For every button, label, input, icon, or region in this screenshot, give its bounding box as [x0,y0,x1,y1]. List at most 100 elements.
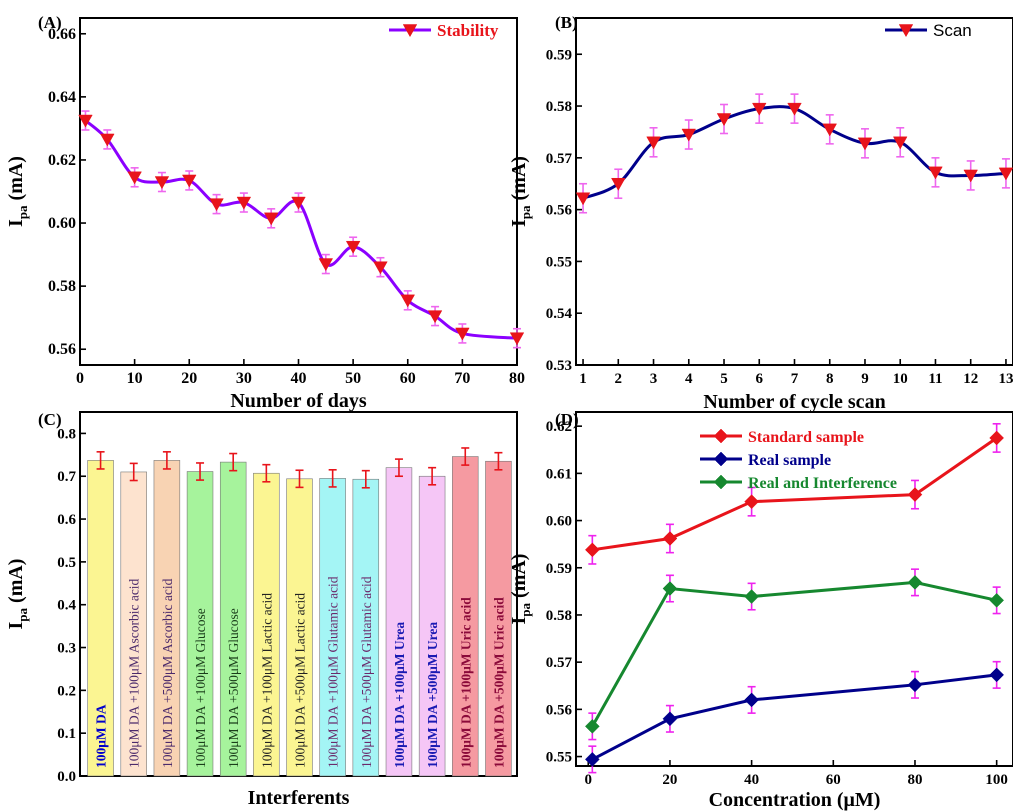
bar [153,460,181,777]
data-point [455,327,470,341]
y-tick-label: 0.56 [546,702,573,718]
x-axis-label: Concentration (μM) [709,789,881,811]
y-tick-label: 0.6 [57,512,76,528]
data-point [822,123,837,137]
bar-label: 100μM DA +100μM Glutamic acid [326,576,341,768]
y-tick-label: 0.59 [546,47,572,63]
data-point [907,677,923,693]
x-tick-label: 20 [662,772,677,788]
legend-label: Real and Interference [748,475,897,492]
bar-label: 100μM DA +500μM Glucose [226,608,241,768]
data-point [752,102,767,116]
legend-marker [898,24,914,38]
data-point [209,198,224,212]
x-tick-label: 10 [127,370,143,387]
data-point [182,174,197,188]
plot-frame [575,411,1013,767]
panel-label: (C) [38,410,62,429]
data-point [963,169,978,183]
x-tick-label: 40 [744,772,759,788]
data-point [127,171,142,185]
data-point [154,176,170,190]
bar [186,471,214,777]
data-point [857,137,873,151]
x-axis-label: Interferents [248,787,350,809]
y-tick-label: 0.0 [57,769,76,785]
y-tick-label: 0.4 [57,598,76,614]
y-tick-label: 0.7 [57,469,76,485]
data-point [345,240,361,254]
bar-label: 100μM DA +500μM Glutamic acid [359,576,374,768]
x-tick-label: 50 [345,370,361,387]
data-point [787,102,802,116]
bar-label: 100μM DA +100μM Lactic acid [259,593,274,768]
y-axis-label: Ipa (mA) [508,156,533,227]
y-axis-label: Ipa (mA) [508,554,533,625]
x-tick-label: 40 [291,370,307,387]
x-tick-label: 0 [585,772,593,788]
y-tick-label: 0.57 [546,151,573,167]
y-tick-label: 0.54 [546,306,573,322]
legend-label: Stability [437,21,499,40]
y-tick-label: 0.60 [546,514,572,530]
data-point [716,113,732,127]
y-tick-label: 0.58 [546,608,572,624]
y-tick-label: 0.66 [48,26,76,43]
panel-label: (B) [555,13,578,32]
y-tick-label: 0.62 [48,152,76,169]
data-point [236,196,252,210]
y-tick-label: 0.2 [57,683,76,699]
panel-d: 0.55 0.56 0.57 0.58 0.59 0.60 0.61 0.62 0 20 40 60 8… [508,410,1013,811]
y-tick-label: 0.64 [48,89,76,106]
series-line [591,580,997,728]
legend-marker [713,428,729,444]
bar-label: 100μM DA +500μM Lactic acid [293,593,308,768]
bar-label: 100μM DA +100μM Urea [392,622,407,768]
bar-label: 100μM DA +100μM Ascorbic acid [127,578,142,768]
data-point [928,166,943,180]
x-tick-label: 6 [756,371,764,387]
legend-marker [713,451,729,467]
bar-label: 100μM DA +500μM Uric acid [491,597,506,768]
series-line [84,119,518,340]
y-tick-label: 0.62 [546,419,572,435]
bar-label: 100μM DA +500μM Urea [425,622,440,768]
x-tick-label: 8 [826,371,834,387]
x-tick-label: 3 [650,371,658,387]
bar [120,471,147,777]
data-point [662,581,678,596]
bar-label: 100μM DA +100μM Glucose [193,608,208,768]
bar-label: 100μM DA +500μM Ascorbic acid [160,578,175,768]
data-point [575,192,591,206]
x-tick-label: 0 [76,370,84,387]
panel-label: (A) [38,13,62,32]
y-tick-label: 0.61 [546,466,572,482]
data-point [611,177,626,191]
y-tick-label: 0.60 [48,215,76,232]
data-point [998,167,1013,181]
data-point [989,667,1005,683]
data-point [100,133,115,147]
x-tick-label: 70 [454,370,470,387]
y-axis-label: Ipa (mA) [5,156,30,227]
legend-label: Standard sample [748,429,864,446]
data-point [291,196,306,210]
x-tick-label: 4 [685,371,693,387]
y-tick-label: 0.56 [48,341,76,358]
series-line [591,673,997,761]
bar [418,475,446,777]
x-tick-label: 1 [579,371,587,387]
data-point [427,310,443,324]
x-tick-label: 20 [181,370,197,387]
x-axis-label: Number of cycle scan [703,391,885,413]
data-point [681,128,697,142]
data-point [744,494,759,510]
bar [385,467,413,777]
panel-label: (D) [555,410,579,429]
x-tick-label: 7 [791,371,799,387]
y-tick-label: 0.55 [546,254,572,270]
data-point [892,136,908,150]
x-tick-label: 80 [509,370,525,387]
data-point [78,114,93,128]
